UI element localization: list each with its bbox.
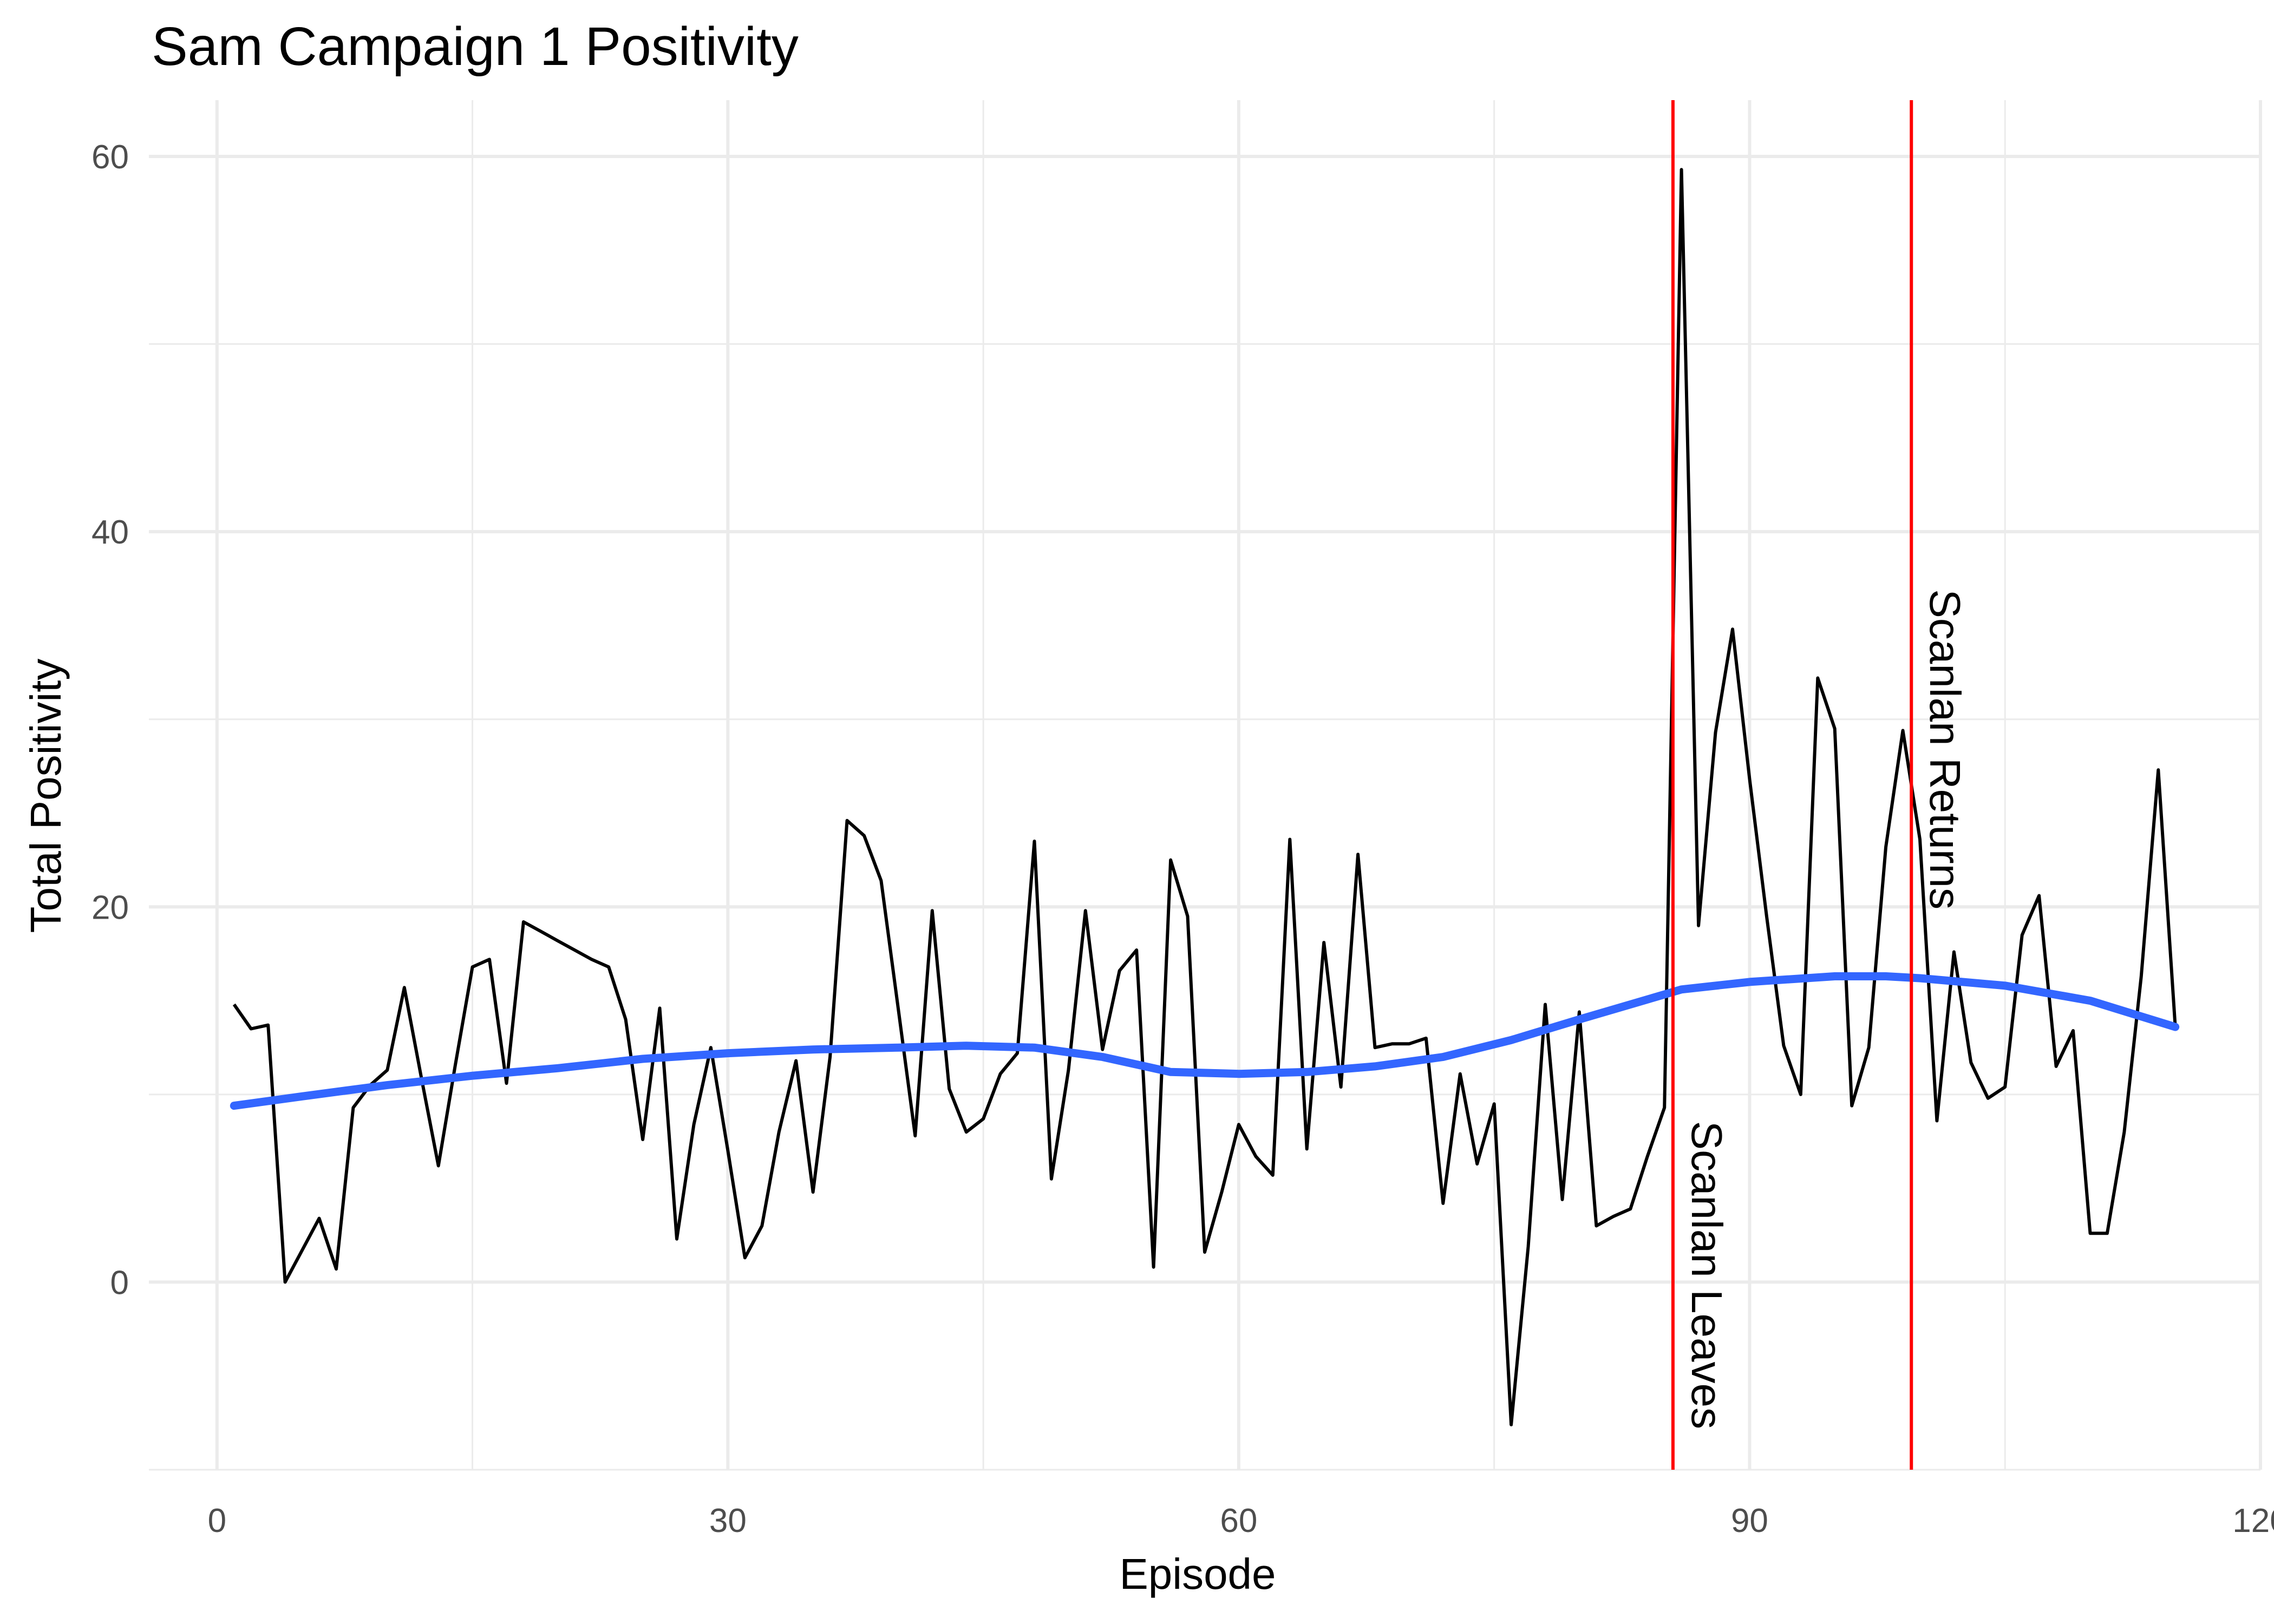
series-layer — [230, 168, 2180, 1426]
grid-major — [149, 100, 2262, 1470]
y-tick-label: 0 — [110, 1264, 129, 1301]
x-tick-label: 0 — [208, 1502, 226, 1540]
x-tick-label: 120 — [2232, 1502, 2274, 1540]
series-line-smooth — [230, 972, 2180, 1110]
x-tick-label: 90 — [1731, 1502, 1768, 1540]
y-tick-label: 60 — [92, 139, 129, 176]
chart-title: Sam Campaign 1 Positivity — [152, 16, 799, 77]
x-axis-ticks: 0 30 60 90 120 — [208, 1502, 2274, 1540]
y-axis-label: Total Positivity — [22, 659, 70, 933]
x-axis-label: Episode — [1119, 1550, 1276, 1598]
y-tick-label: 20 — [92, 889, 129, 926]
annotation-label: Scanlan Leaves — [1683, 1121, 1731, 1429]
annotation-label: Scanlan Returns — [1921, 590, 1969, 909]
grid-minor — [149, 100, 2260, 1471]
annotations: Scanlan Leaves Scanlan Returns — [1683, 590, 1969, 1429]
reference-lines — [1671, 100, 1913, 1470]
x-tick-label: 30 — [709, 1502, 747, 1540]
series-line-positivity — [232, 168, 2177, 1426]
x-tick-label: 60 — [1220, 1502, 1257, 1540]
y-axis-ticks: 0 20 40 60 — [92, 139, 129, 1301]
y-tick-label: 40 — [92, 514, 129, 551]
